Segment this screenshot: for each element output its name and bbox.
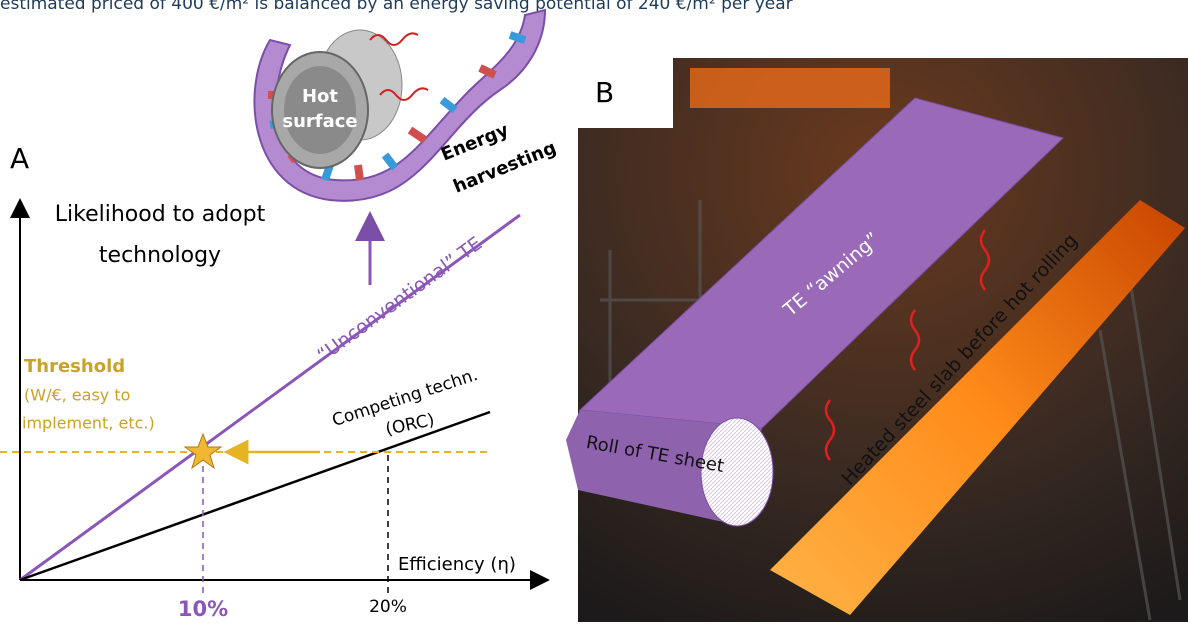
panel-a: A Likelihood to adopt technology Thresho… <box>0 10 559 621</box>
threshold-title: Threshold <box>24 356 125 377</box>
panel-label: A <box>10 142 29 175</box>
unconventional-label: “Unconventional” TE <box>313 233 486 367</box>
y-axis-label: technology <box>99 243 221 268</box>
threshold-detail: (W/€, easy to <box>24 386 130 405</box>
panel-label: B <box>595 76 614 109</box>
caption: estimated priced of 400 €/m² is balanced… <box>0 0 793 14</box>
inset-label: surface <box>282 111 357 132</box>
competing-label: (ORC) <box>384 410 437 440</box>
panel-b: B TE “awning” Heated steel slab before h… <box>566 58 1188 622</box>
inset: Hot surface Energy harvesting <box>254 10 559 201</box>
threshold-detail: implement, etc.) <box>22 414 155 433</box>
tick-label: 10% <box>178 597 228 621</box>
figure: estimated priced of 400 €/m² is balanced… <box>0 0 1188 626</box>
label-box <box>578 58 673 128</box>
x-axis-label: Efficiency (η) <box>398 554 516 575</box>
star <box>185 434 221 468</box>
inset-label: Hot <box>302 86 338 107</box>
glow <box>690 68 890 108</box>
y-axis-label: Likelihood to adopt <box>55 202 266 227</box>
tick-label: 20% <box>369 597 407 617</box>
